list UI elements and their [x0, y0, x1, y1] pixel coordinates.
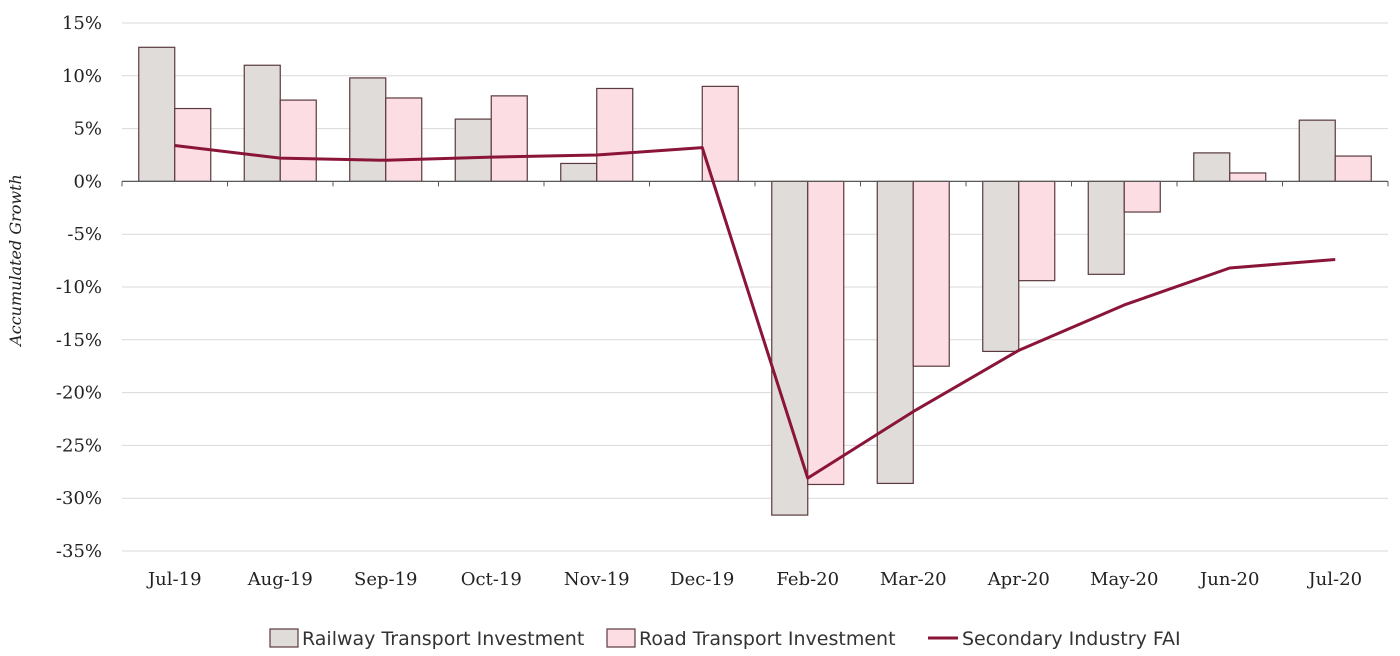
y-tick-label: -35%: [56, 541, 102, 562]
x-tick-label: Dec-19: [670, 569, 734, 590]
y-tick-label: 5%: [73, 119, 102, 140]
gridlines: [122, 22, 1388, 552]
bar-railway-jul-19: [138, 46, 176, 182]
bar-road-feb-20: [807, 180, 845, 486]
bar-road-mar-20: [912, 180, 950, 367]
x-tick-label: Oct-19: [461, 569, 522, 590]
x-tick-label: Nov-19: [564, 569, 630, 590]
bar-railway-jun-20: [1193, 152, 1231, 182]
legend-label-road-transport-investment: Road Transport Investment: [639, 628, 896, 650]
x-tick-label: Jul-20: [1306, 569, 1362, 590]
legend-swatch-railway-transport-investment: [269, 628, 299, 648]
y-tick-label: 10%: [62, 66, 102, 87]
x-tick-labels: Jul-19 Aug-19 Sep-19 Oct-19 Nov-19 Dec-19 Feb-…: [146, 569, 1362, 590]
legend: Railway Transport Investment Road Transpo…: [269, 628, 1181, 650]
bar-railway-jul-20: [1298, 119, 1336, 183]
y-tick-label: -30%: [56, 488, 102, 509]
y-tick-label: -5%: [67, 224, 102, 245]
bar-railway-apr-20: [982, 180, 1020, 353]
x-tick-label: Mar-20: [880, 569, 947, 590]
bar-railway-sep-19: [349, 77, 387, 183]
x-tick-label: May-20: [1090, 569, 1158, 590]
y-tick-label: -25%: [56, 435, 102, 456]
x-tick-label: Feb-20: [776, 569, 839, 590]
line-secondary-industry-fai: [174, 144, 1336, 480]
bar-road-apr-20: [1018, 180, 1056, 282]
bars: [138, 46, 1372, 516]
y-tick-label: -10%: [56, 277, 102, 298]
y-tick-label: -20%: [56, 383, 102, 404]
bar-railway-may-20: [1087, 180, 1125, 275]
y-tick-label: -15%: [56, 330, 102, 351]
bar-road-nov-19: [596, 87, 634, 183]
x-tick-label: Sep-19: [354, 569, 418, 590]
bar-road-jun-20: [1229, 172, 1267, 182]
bar-railway-oct-19: [454, 118, 492, 183]
y-axis-title: Accumulated Growth: [6, 174, 25, 348]
line-series: [174, 144, 1336, 480]
x-tick-label: Apr-20: [987, 569, 1050, 590]
bar-railway-aug-19: [243, 64, 281, 183]
legend-label-secondary-industry-fai: Secondary Industry FAI: [962, 628, 1181, 650]
y-tick-labels: 15% 10% 5% 0% -5% -10% -15% -20% -25% -30% -35%: [56, 13, 102, 562]
x-axis: [121, 180, 1389, 187]
y-tick-label: 0%: [73, 171, 102, 192]
x-tick-label: Aug-19: [247, 569, 313, 590]
y-tick-label: 15%: [62, 13, 102, 34]
legend-label-railway-transport-investment: Railway Transport Investment: [302, 628, 584, 650]
bar-road-aug-19: [279, 99, 317, 182]
legend-swatch-road-transport-investment: [606, 628, 636, 648]
bar-road-jul-20: [1334, 155, 1372, 182]
bar-road-may-20: [1123, 180, 1161, 213]
bar-road-sep-19: [385, 97, 423, 183]
x-tick-label: Jun-20: [1198, 569, 1259, 590]
bar-railway-nov-19: [560, 162, 598, 182]
bar-railway-mar-20: [876, 180, 914, 485]
x-tick-label: Jul-19: [146, 569, 202, 590]
bar-road-oct-19: [490, 95, 528, 183]
